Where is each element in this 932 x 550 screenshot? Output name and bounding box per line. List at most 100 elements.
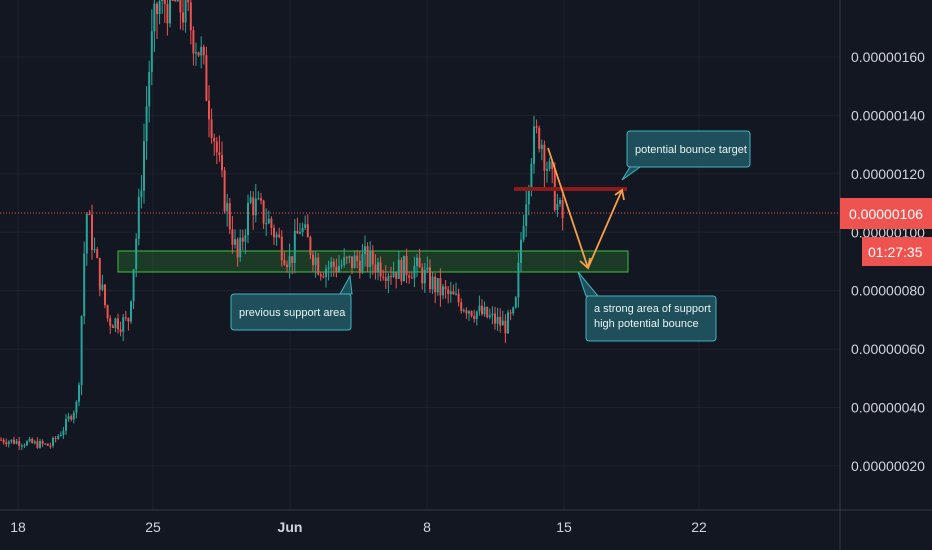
callout-target-text: potential bounce target <box>635 144 747 156</box>
candle-down <box>358 260 361 273</box>
candle-up <box>299 232 301 234</box>
candle-up <box>442 286 444 296</box>
candle-down <box>465 310 468 314</box>
candle-down <box>223 170 226 212</box>
candle-up <box>67 416 70 419</box>
candle-down <box>109 318 112 326</box>
callout-pointer <box>339 274 353 295</box>
candle-up <box>491 313 494 316</box>
candle-up <box>20 445 23 447</box>
candle-down <box>418 257 421 268</box>
x-tick-label: 25 <box>145 519 161 535</box>
candle-up <box>132 269 135 302</box>
candle-up <box>267 218 270 224</box>
candle-up <box>559 199 561 204</box>
candle-down <box>179 0 182 13</box>
grid-lines <box>0 0 840 510</box>
candle-up <box>239 237 242 258</box>
candle-down <box>535 126 538 128</box>
candle-up <box>548 161 551 169</box>
candle-down <box>460 302 463 311</box>
candle-down <box>205 55 208 101</box>
candle-up <box>431 276 434 290</box>
candle-up <box>226 203 229 212</box>
current-price-label: 0.00000106 <box>849 206 923 222</box>
candle-up <box>150 31 153 73</box>
candle-up <box>468 311 470 314</box>
candle-up <box>140 190 143 198</box>
projection-arrows[interactable] <box>547 147 625 270</box>
candle-up <box>327 267 330 269</box>
candle-up <box>176 0 179 2</box>
candle-up <box>507 312 509 334</box>
candle-up <box>387 275 390 282</box>
candle-down <box>538 127 541 149</box>
candle-up <box>475 311 478 320</box>
candle-up <box>416 257 418 266</box>
candle-down <box>70 416 73 420</box>
candle-down <box>499 316 502 326</box>
x-tick-label: 8 <box>423 519 431 535</box>
x-tick-label: 18 <box>10 519 26 535</box>
candle-up <box>80 316 83 385</box>
candle-up <box>161 0 164 1</box>
candle-down <box>213 138 216 142</box>
candle-down <box>306 224 309 238</box>
candle-up <box>361 254 364 273</box>
candle-up <box>39 441 41 448</box>
x-tick-label: Jun <box>278 519 303 535</box>
candle-up <box>275 234 278 238</box>
candle-down <box>280 236 283 261</box>
candle-up <box>145 106 148 142</box>
candle-up <box>512 307 515 314</box>
candle-down <box>457 293 460 303</box>
callout-strong-line1: a strong area of support <box>594 303 711 315</box>
candle-up <box>377 262 379 273</box>
candle-up <box>530 163 533 189</box>
candle-down <box>286 264 288 267</box>
candle-up <box>413 265 416 279</box>
time-axis[interactable]: 18 25 Jun 8 15 22 <box>10 519 707 535</box>
candle-down <box>410 277 413 279</box>
callout-previous-support[interactable]: previous support area <box>230 274 353 331</box>
candle-down <box>96 249 99 259</box>
up-arrow-line <box>587 189 623 269</box>
candle-up <box>392 272 395 277</box>
candle-down <box>447 289 450 295</box>
candle-up <box>93 249 96 251</box>
candle-up <box>26 441 28 446</box>
current-price-badge: 0.00000106 01:27:35 <box>840 198 932 266</box>
candle-down <box>312 254 314 266</box>
candle-down <box>228 203 231 230</box>
callout-strong-area[interactable]: a strong area of support high potential … <box>577 271 717 342</box>
candle-up <box>148 72 151 107</box>
candle-down <box>319 274 322 277</box>
callout-box <box>626 130 751 168</box>
candle-down <box>202 46 205 56</box>
y-tick-label: 0.00000120 <box>851 166 925 182</box>
candle-up <box>369 250 372 267</box>
candle-up <box>343 257 346 265</box>
candle-down <box>470 311 473 317</box>
candle-up <box>514 297 517 308</box>
candle-up <box>101 284 104 290</box>
candle-up <box>33 441 36 444</box>
callout-box <box>230 293 352 331</box>
candle-up <box>293 230 296 263</box>
candle-up <box>57 436 60 439</box>
candle-down <box>210 119 213 139</box>
candle-up <box>143 141 145 191</box>
candle-down <box>192 30 195 54</box>
candle-up <box>75 401 78 413</box>
candle-down <box>400 259 403 282</box>
callout-bounce-target[interactable]: potential bounce target <box>621 130 751 181</box>
x-tick-label: 22 <box>691 519 707 535</box>
candle-up <box>449 291 452 295</box>
candle-up <box>44 443 47 445</box>
candle-down <box>283 260 286 265</box>
candle-down <box>0 439 2 441</box>
candle-up <box>330 261 333 268</box>
candle-down <box>117 318 119 330</box>
candle-up <box>325 268 327 277</box>
